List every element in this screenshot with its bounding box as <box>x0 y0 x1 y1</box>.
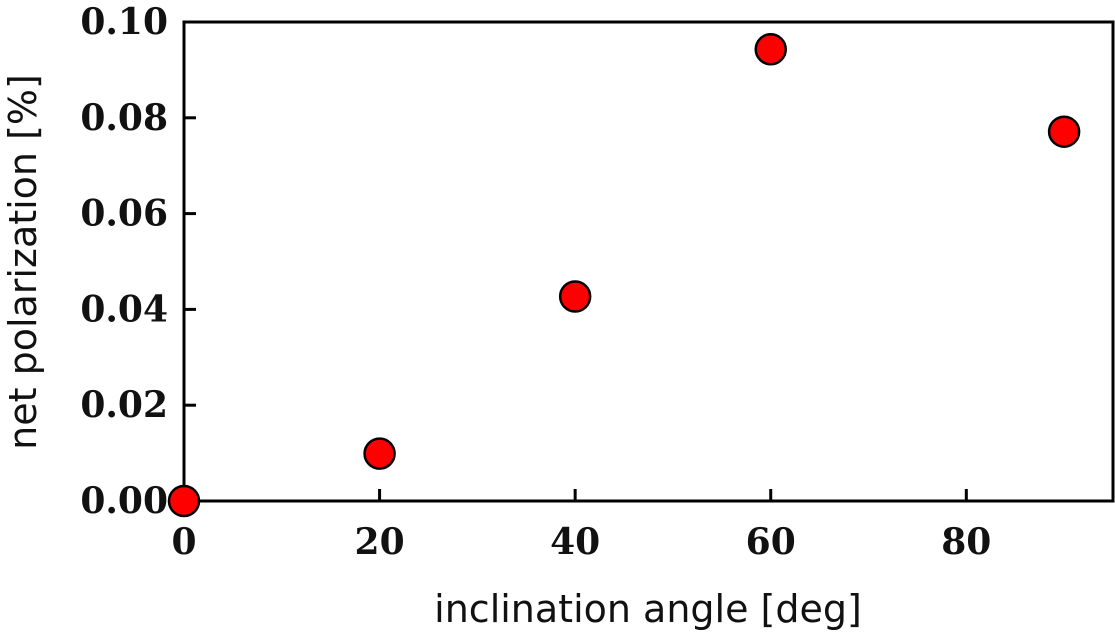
y-tick-label: 0.08 <box>80 97 168 139</box>
y-tick-label: 0.04 <box>80 288 168 330</box>
y-tick-label: 0.00 <box>80 480 168 522</box>
data-point <box>754 33 787 66</box>
data-point <box>363 437 396 470</box>
x-axis-label: inclination angle [deg] <box>434 587 862 631</box>
data-point <box>1047 115 1081 148</box>
data-point <box>558 280 592 313</box>
plot-frame <box>182 20 1115 503</box>
points-layer <box>167 33 1081 518</box>
x-tick-label: 60 <box>746 521 796 563</box>
y-axis-label: net polarization [%] <box>1 74 45 450</box>
x-tick-label: 20 <box>355 521 405 563</box>
ticks-layer: 0 20 40 60 80 0.00 0.02 0.04 0.06 0.08 0.10 <box>80 1 991 563</box>
y-tick-label: 0.10 <box>80 1 168 43</box>
y-tick-label: 0.06 <box>80 193 168 235</box>
x-tick-label: 0 <box>171 521 196 563</box>
x-tick-label: 80 <box>941 521 991 563</box>
y-tick-label: 0.02 <box>80 384 168 426</box>
x-tick-label: 40 <box>550 521 600 563</box>
data-point <box>167 484 201 518</box>
